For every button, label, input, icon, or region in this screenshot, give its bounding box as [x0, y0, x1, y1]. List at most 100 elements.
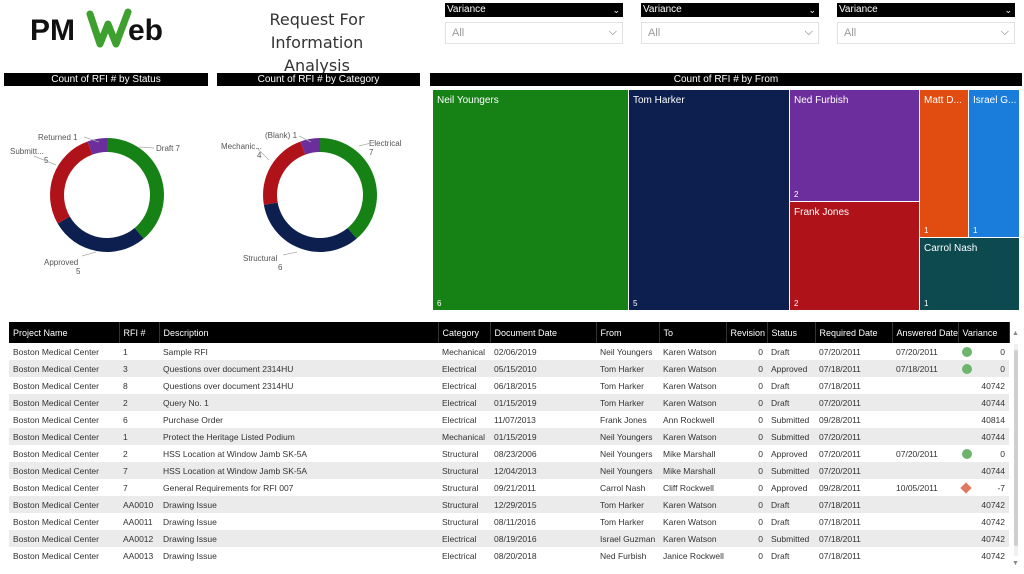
status-circle-icon: [962, 448, 972, 459]
treemap-tile-israel-g[interactable]: Israel G... 1: [969, 90, 1020, 238]
table-cell: Boston Medical Center: [9, 496, 119, 513]
column-header-required-date[interactable]: Required Date: [815, 322, 893, 343]
table-header-row: Project Name RFI # Description Category Docu…: [9, 322, 1010, 343]
table-cell: 0: [726, 411, 767, 428]
slicer-header: Variance ⌄: [641, 3, 819, 17]
category-chart-title: Count of RFI # by Category: [217, 73, 420, 86]
scroll-up-icon[interactable]: ▲: [1012, 330, 1019, 337]
slicer-dropdown[interactable]: All ⌵: [445, 22, 623, 44]
column-header-from[interactable]: From: [596, 322, 660, 343]
table-cell: Karen Watson: [659, 394, 726, 411]
table-cell: [892, 411, 958, 428]
treemap-tile-frank-jones[interactable]: Frank Jones 2: [790, 202, 920, 311]
column-header-revision[interactable]: Revision: [726, 322, 768, 343]
variance-slicer-2[interactable]: Variance ⌄ All ⌵: [641, 3, 819, 44]
table-cell: Boston Medical Center: [9, 411, 119, 428]
leader-line: [83, 136, 100, 143]
table-row[interactable]: Boston Medical Center 7 HSS Location at Wi…: [9, 462, 1009, 479]
table-cell: Carrol Nash: [596, 479, 659, 496]
table-scrollbar[interactable]: ▲ ▼: [1011, 330, 1021, 567]
table-row[interactable]: Boston Medical Center AA0010 Drawing Issue…: [9, 496, 1009, 513]
donut-value-label: 5: [76, 267, 81, 276]
table-cell: 0: [726, 428, 767, 445]
table-row[interactable]: Boston Medical Center 2 HSS Location at Wi…: [9, 445, 1009, 462]
donut-slice-mechanical[interactable]: [263, 141, 306, 205]
donut-slice-structural[interactable]: [263, 202, 357, 252]
donut-slice-electrical[interactable]: [320, 138, 377, 239]
table-cell: 0: [726, 343, 767, 360]
table-cell: Tom Harker: [596, 394, 659, 411]
chevron-down-icon: ⌵: [1000, 26, 1009, 38]
donut-slice-draft[interactable]: [107, 138, 164, 239]
donut-slice--blank-[interactable]: [300, 138, 320, 155]
column-header-status[interactable]: Status: [767, 322, 816, 343]
slicer-dropdown[interactable]: All ⌵: [641, 22, 819, 44]
chevron-down-icon[interactable]: ⌄: [1004, 5, 1012, 15]
table-cell: 05/15/2010: [490, 360, 596, 377]
table-row[interactable]: Boston Medical Center 1 Sample RFI Mechanic…: [9, 343, 1009, 360]
table-cell: Tom Harker: [596, 496, 659, 513]
slicer-dropdown[interactable]: All ⌵: [837, 22, 1015, 44]
variance-slicer-3[interactable]: Variance ⌄ All ⌵: [837, 3, 1015, 44]
table-cell: 07/18/2011: [815, 547, 892, 564]
from-chart-title: Count of RFI # by From: [430, 73, 1022, 86]
chevron-down-icon[interactable]: ⌄: [808, 5, 816, 15]
rfi-table[interactable]: Project Name RFI # Description Category Docu…: [9, 322, 1021, 572]
table-row[interactable]: Boston Medical Center AA0013 Drawing Issue…: [9, 547, 1009, 564]
table-cell: 0: [726, 530, 767, 547]
treemap-tile-carrol-nash[interactable]: Carrol Nash 1: [920, 238, 1020, 311]
treemap-tile-neil-youngers[interactable]: Neil Youngers 6: [433, 90, 629, 311]
donut-value-label: 6: [278, 263, 283, 272]
pmweb-logo: PM eb: [30, 8, 163, 48]
table-row[interactable]: Boston Medical Center 7 General Requiremen…: [9, 479, 1009, 496]
table-row[interactable]: Boston Medical Center 6 Purchase Order Elec…: [9, 411, 1009, 428]
table-cell: Submitted: [767, 530, 815, 547]
table-cell: 7: [119, 479, 159, 496]
table-cell: 02/06/2019: [490, 343, 596, 360]
scroll-thumb[interactable]: [1014, 350, 1018, 546]
table-cell: 0: [726, 394, 767, 411]
table-row[interactable]: Boston Medical Center 8 Questions over doc…: [9, 377, 1009, 394]
table-cell: [892, 513, 958, 530]
table-cell: Karen Watson: [659, 530, 726, 547]
table-cell: 40744: [958, 428, 1009, 445]
column-header-to[interactable]: To: [659, 322, 727, 343]
variance-slicer-1[interactable]: Variance ⌄ All ⌵: [445, 3, 623, 44]
scroll-down-icon[interactable]: ▼: [1012, 560, 1019, 567]
treemap-tile-ned-furbish[interactable]: Ned Furbish 2: [790, 90, 920, 202]
table-cell: Drawing Issue: [159, 547, 438, 564]
table-cell: Draft: [767, 394, 815, 411]
column-header-description[interactable]: Description: [159, 322, 439, 343]
table-cell: Tom Harker: [596, 513, 659, 530]
column-header-rfi[interactable]: RFI #: [119, 322, 160, 343]
treemap-tile-matt-d[interactable]: Matt D... 1: [920, 90, 969, 238]
table-row[interactable]: Boston Medical Center 1 Protect the Herita…: [9, 428, 1009, 445]
treemap-tile-label: Carrol Nash: [924, 243, 978, 254]
chevron-down-icon[interactable]: ⌄: [612, 5, 620, 15]
table-cell: 07/18/2011: [815, 360, 892, 377]
table-row[interactable]: Boston Medical Center AA0012 Drawing Issue…: [9, 530, 1009, 547]
table-row[interactable]: Boston Medical Center 3 Questions over doc…: [9, 360, 1009, 377]
column-header-category[interactable]: Category: [438, 322, 491, 343]
table-cell: Janice Rockwell: [659, 547, 726, 564]
column-header-project-name[interactable]: Project Name: [9, 322, 120, 343]
column-header-document-date[interactable]: Document Date: [490, 322, 597, 343]
table-cell: Structural: [438, 462, 490, 479]
column-header-variance[interactable]: Variance: [958, 322, 1010, 343]
table-row[interactable]: Boston Medical Center AA0011 Drawing Issue…: [9, 513, 1009, 530]
table-cell: 3: [119, 360, 159, 377]
table-cell: 07/20/2011: [815, 445, 892, 462]
status-chart-title: Count of RFI # by Status: [4, 73, 208, 86]
table-cell: Drawing Issue: [159, 513, 438, 530]
table-cell: Karen Watson: [659, 496, 726, 513]
treemap-tile-tom-harker[interactable]: Tom Harker 5: [629, 90, 790, 311]
treemap-tile-count: 2: [794, 299, 799, 308]
donut-slice-returned[interactable]: [87, 138, 107, 155]
donut-slice-submitted[interactable]: [49, 141, 93, 224]
column-header-answered-date[interactable]: Answered Date: [892, 322, 959, 343]
donut-slice-approved[interactable]: [57, 216, 144, 253]
from-treemap-chart[interactable]: Neil Youngers 6 Tom Harker 5 Ned Furbish 2 Fra…: [433, 90, 1020, 311]
table-row[interactable]: Boston Medical Center 2 Query No. 1 Electri…: [9, 394, 1009, 411]
